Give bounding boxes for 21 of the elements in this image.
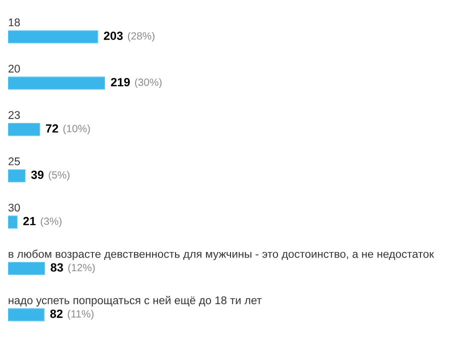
y-tick-label: 30 [8, 204, 20, 212]
bar [8, 30, 98, 44]
bar [8, 76, 105, 90]
data-label: 21 (3%) [23, 216, 62, 227]
data-label: 203 (28%) [104, 32, 154, 42]
bar [8, 216, 18, 229]
bar [8, 122, 40, 136]
bar [8, 262, 46, 276]
y-tick-label: надо успеть попрощаться с ней ещё до 18 ти лет [8, 296, 262, 306]
y-tick-label: 23 [8, 111, 20, 119]
y-tick-label: 18 [8, 18, 20, 26]
y-tick-label: 20 [8, 64, 20, 73]
data-label: 72 (10%) [46, 124, 90, 134]
y-tick-label: в любом возрасте девственность для мужчины - это достоинство, а не недостаток [8, 250, 434, 260]
bar [8, 169, 26, 182]
data-label: 82 (11%) [50, 310, 94, 320]
data-label: 219 (30%) [110, 78, 162, 88]
bar [8, 308, 45, 322]
y-tick-label: 25 [8, 157, 20, 166]
data-label: 83 (12%) [50, 263, 95, 274]
data-label: 39 (5%) [31, 170, 70, 181]
